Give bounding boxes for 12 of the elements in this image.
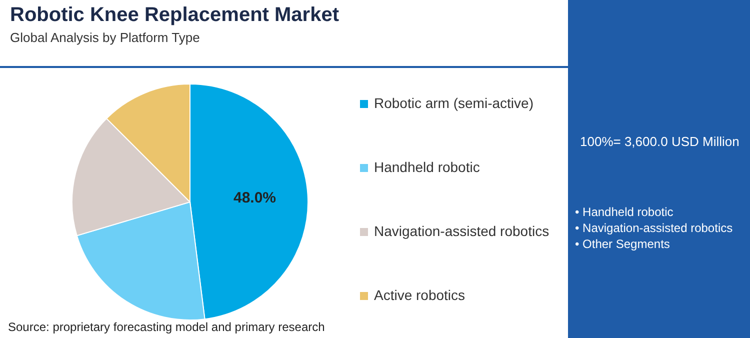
data-label: 48.0% [234,189,276,206]
text: 100%= 3,600.0 USD Million [580,134,740,149]
text: • Handheld robotic [575,204,674,220]
text: • Other Segments [575,236,671,252]
source-note: Source: proprietary forecasting model and primary research [8,320,325,334]
legend-label: Navigation-assisted robotics [374,223,550,239]
chart-subtitle: Global Analysis by Platform Type [10,30,200,45]
chart-title: Robotic Knee Replacement Market [10,4,339,27]
legend-label: Active robotics [374,287,466,303]
legend-label: Robotic arm (semi-active) [374,95,534,111]
text: • Navigation-assisted robotics [575,220,734,236]
legend-label: Handheld robotic [374,159,480,175]
